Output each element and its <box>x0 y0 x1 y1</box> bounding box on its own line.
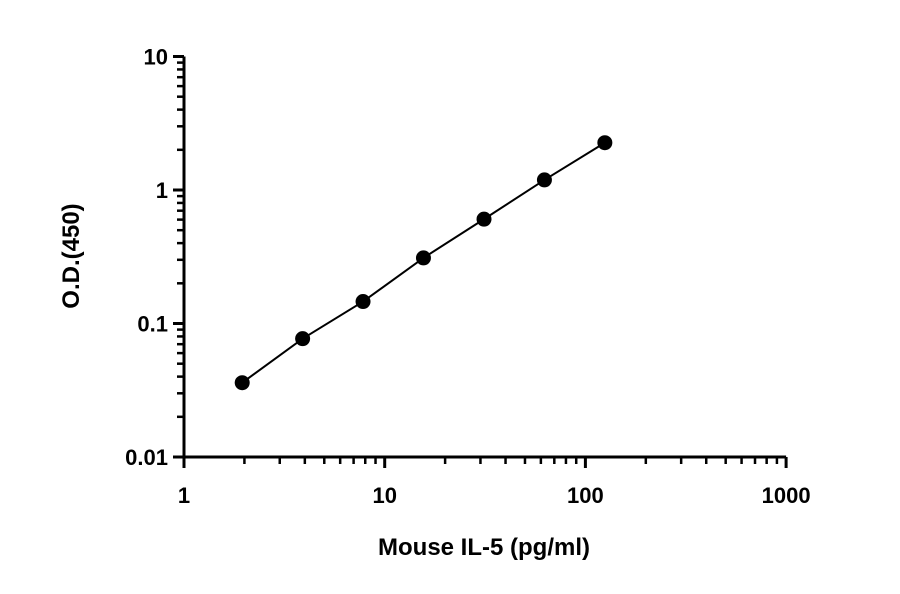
data-point <box>415 250 431 266</box>
x-tick-label: 1 <box>178 483 190 508</box>
x-tick-label: 10 <box>372 483 396 508</box>
y-tick-label: 10 <box>144 45 168 70</box>
y-axis-label: O.D.(450) <box>58 203 85 309</box>
y-tick-label: 0.01 <box>125 445 168 470</box>
data-point <box>355 294 371 310</box>
data-point <box>234 375 250 391</box>
y-tick-label: 0.1 <box>137 312 168 337</box>
data-point <box>536 172 552 188</box>
x-tick-label: 100 <box>567 483 604 508</box>
data-point <box>295 331 311 347</box>
data-point <box>476 211 492 227</box>
y-tick-label: 1 <box>156 178 168 203</box>
x-tick-label: 1000 <box>762 483 811 508</box>
data-point <box>597 135 613 151</box>
x-axis-label: Mouse IL-5 (pg/ml) <box>378 534 590 561</box>
